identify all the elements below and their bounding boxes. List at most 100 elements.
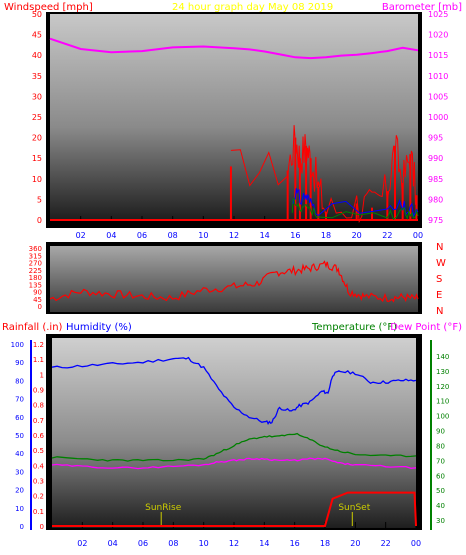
barometer-line xyxy=(49,37,419,60)
dewpoint-axis-title: Dew Point (°F) xyxy=(390,322,462,333)
barometer-tick-label: 1000 xyxy=(428,113,448,122)
temperature-tick-label: 80 xyxy=(436,442,445,450)
rainfall-line xyxy=(52,491,417,527)
dewpoint-line xyxy=(51,457,417,470)
barometer-tick-label: 1005 xyxy=(428,92,448,101)
direction-letter: S xyxy=(436,274,442,285)
barometer-tick-label: 1025 xyxy=(428,10,448,19)
humidity-axis: 0 10 20 30 40 50 60 70 80 90 100 xyxy=(11,341,24,531)
humidity-line xyxy=(51,356,417,425)
sun-markers: SunRise SunSet xyxy=(145,503,371,526)
top-hour-tick-label: 20 xyxy=(352,231,362,240)
direction-tick-label: 225 xyxy=(29,267,42,275)
top-hour-tick-label: 14 xyxy=(260,231,270,240)
top-hour-tick-label: 06 xyxy=(137,231,147,240)
direction-letter: E xyxy=(436,290,442,301)
temperature-tick-label: 70 xyxy=(436,457,445,465)
rainfall-tick-label: 0.5 xyxy=(33,447,44,455)
sunset-label: SunSet xyxy=(338,503,370,513)
humidity-tick-label: 20 xyxy=(15,487,24,495)
rainfall-tick-label: 0.4 xyxy=(33,462,45,470)
bottom-hour-tick-label: 22 xyxy=(381,539,391,548)
bottom-hour-tick-label: 00 xyxy=(411,539,421,548)
direction-tick-label: 315 xyxy=(29,252,42,260)
rain-humidity-temperature-chart: Rainfall (.in) Humidity (%) Temperature … xyxy=(2,322,462,548)
rainfall-tick-label: 1 xyxy=(40,371,44,379)
rainfall-tick-label: 0.2 xyxy=(33,493,44,501)
wind-average-line xyxy=(291,188,419,218)
temperature-tick-label: 40 xyxy=(436,502,445,510)
temperature-tick-label: 140 xyxy=(436,353,449,361)
rainfall-tick-label: 0.6 xyxy=(33,432,45,440)
windspeed-tick-label: 35 xyxy=(32,72,42,81)
temperature-tick-label: 90 xyxy=(436,428,445,436)
barometer-tick-label: 980 xyxy=(428,195,443,204)
rainfall-axis-title: Rainfall (.in) xyxy=(2,322,63,333)
direction-letter: N xyxy=(436,306,443,317)
windspeed-tick-label: 20 xyxy=(32,134,42,143)
bottom-hour-tick-label: 06 xyxy=(138,539,148,548)
rainfall-tick-label: 1.1 xyxy=(33,356,44,364)
top-hour-tick-label: 16 xyxy=(290,231,300,240)
humidity-tick-label: 10 xyxy=(15,505,24,513)
bottom-hour-tick-label: 08 xyxy=(168,539,178,548)
temperature-tick-label: 30 xyxy=(436,517,445,525)
windspeed-axis: 0 5 10 15 20 25 30 35 40 45 50 xyxy=(32,10,42,225)
humidity-tick-label: 30 xyxy=(15,468,24,476)
windspeed-tick-label: 10 xyxy=(32,175,42,184)
bottom-series xyxy=(51,356,417,527)
windspeed-axis-title: Windspeed [mph] xyxy=(4,2,93,13)
barometer-tick-label: 985 xyxy=(428,175,443,184)
bottom-hour-tick-label: 12 xyxy=(229,539,239,548)
humidity-tick-label: 40 xyxy=(15,450,24,458)
top-hour-tick-label: 10 xyxy=(198,231,208,240)
wind-speed-line xyxy=(291,197,419,221)
temperature-tick-label: 50 xyxy=(436,487,445,495)
humidity-tick-label: 60 xyxy=(15,414,24,422)
rainfall-tick-label: 0 xyxy=(40,523,44,531)
bottom-hour-tick-label: 16 xyxy=(290,539,300,548)
bottom-hour-tick-label: 04 xyxy=(108,539,118,548)
humidity-axis-line xyxy=(30,340,32,530)
bottom-plot-area xyxy=(52,338,416,528)
temperature-tick-label: 100 xyxy=(436,413,449,421)
windspeed-tick-label: 15 xyxy=(32,154,42,163)
wind-direction-line xyxy=(49,260,419,303)
temperature-tick-label: 110 xyxy=(436,398,449,406)
windspeed-tick-label: 40 xyxy=(32,51,42,60)
temperature-tick-label: 60 xyxy=(436,472,445,480)
bottom-hour-tick-label: 18 xyxy=(320,539,330,548)
barometer-tick-label: 975 xyxy=(428,216,443,225)
direction-plot-area xyxy=(50,246,418,312)
humidity-tick-label: 80 xyxy=(15,377,24,385)
rainfall-tick-label: 1.2 xyxy=(33,341,44,349)
humidity-tick-label: 100 xyxy=(11,341,24,349)
barometer-axis: 975 980 985 990 995 1000 1005 1010 1015 1020 1025 xyxy=(428,10,448,225)
humidity-tick-label: 50 xyxy=(15,432,24,440)
rainfall-tick-label: 0.9 xyxy=(33,387,44,395)
temperature-line xyxy=(51,432,417,462)
graph-title: 24 hour graph day May 08 2019 xyxy=(172,2,333,13)
barometer-tick-label: 1015 xyxy=(428,51,448,60)
bottom-hour-tick-label: 14 xyxy=(259,539,269,548)
top-hour-tick-label: 08 xyxy=(168,231,178,240)
temperature-axis: 30 40 50 60 70 80 90 100 110 120 130 140 xyxy=(436,353,449,525)
rainfall-tick-label: 0.3 xyxy=(33,478,44,486)
direction-tick-label: 360 xyxy=(29,245,42,253)
rainfall-tick-label: 0.7 xyxy=(33,417,44,425)
windspeed-tick-label: 30 xyxy=(32,92,42,101)
top-hour-tick-label: 12 xyxy=(229,231,239,240)
windspeed-tick-label: 25 xyxy=(32,113,42,122)
barometer-tick-label: 1010 xyxy=(428,72,448,81)
top-hour-tick-label: 02 xyxy=(76,231,86,240)
rainfall-tick-label: 0.1 xyxy=(33,508,44,516)
temperature-axis-title: Temperature (°F) xyxy=(311,322,397,333)
direction-tick-label: 270 xyxy=(29,260,42,268)
windspeed-tick-label: 5 xyxy=(37,195,42,204)
rainfall-tick-label: 0.8 xyxy=(33,402,44,410)
temperature-axis-line xyxy=(430,340,432,530)
